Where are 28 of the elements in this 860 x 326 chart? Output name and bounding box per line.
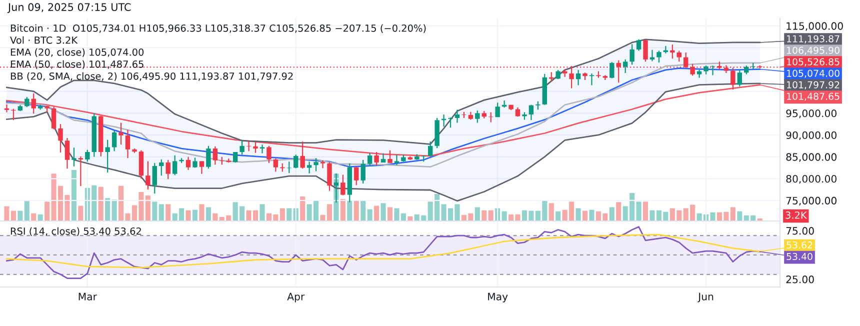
x-tick-label: May — [488, 292, 508, 302]
y-tick-label: 115,000.00 — [786, 22, 843, 31]
y-tick-label: 75.00 — [786, 227, 814, 235]
annotation: EMA (20, close) 105,074.00 — [10, 48, 144, 57]
annotation: 101,487.65 — [787, 92, 840, 101]
annotation: 106,495.90 — [787, 46, 840, 55]
annotation: 101,797.92 — [787, 81, 840, 90]
annotation: Vol · BTC 3.2K — [10, 36, 78, 44]
annotation: 105,074.00 — [787, 70, 840, 78]
x-tick-label: Mar — [78, 292, 97, 300]
annotation: RSI (14, close) 53.40 53.62 — [10, 227, 141, 236]
ref-line-label: 105,526.85 — [787, 58, 840, 66]
annotation: 53.40 — [786, 252, 812, 260]
y-tick-label: 90,000.00 — [786, 131, 836, 140]
y-tick-label: 85,000.00 — [786, 153, 836, 162]
annotation: Bitcoin · 1D O105,734.01 H105,966.33 L105,318.37 C105,526.85 −207.15 (−0.20%) — [10, 24, 426, 33]
y-tick-label: 95,000.00 — [786, 109, 836, 118]
annotation: 53.62 — [786, 241, 812, 249]
y-tick-label: 75,000.00 — [786, 196, 836, 206]
text: 3.2K — [786, 211, 808, 219]
y-tick-label: 80,000.00 — [786, 174, 836, 184]
chart-title: Jun 09, 2025 07:15 UTC — [7, 3, 131, 13]
x-tick-label: Jun — [698, 292, 714, 302]
annotation: EMA (50, close) 101,487.65 — [10, 60, 144, 69]
y-tick-label: 25.00 — [786, 276, 814, 284]
annotation: 111,193.87 — [787, 35, 840, 44]
annotation: BB (20, SMA, close, 2) 106,495.90 111,193.87 101,797.92 — [10, 72, 293, 81]
x-tick-label: Apr — [287, 292, 305, 302]
